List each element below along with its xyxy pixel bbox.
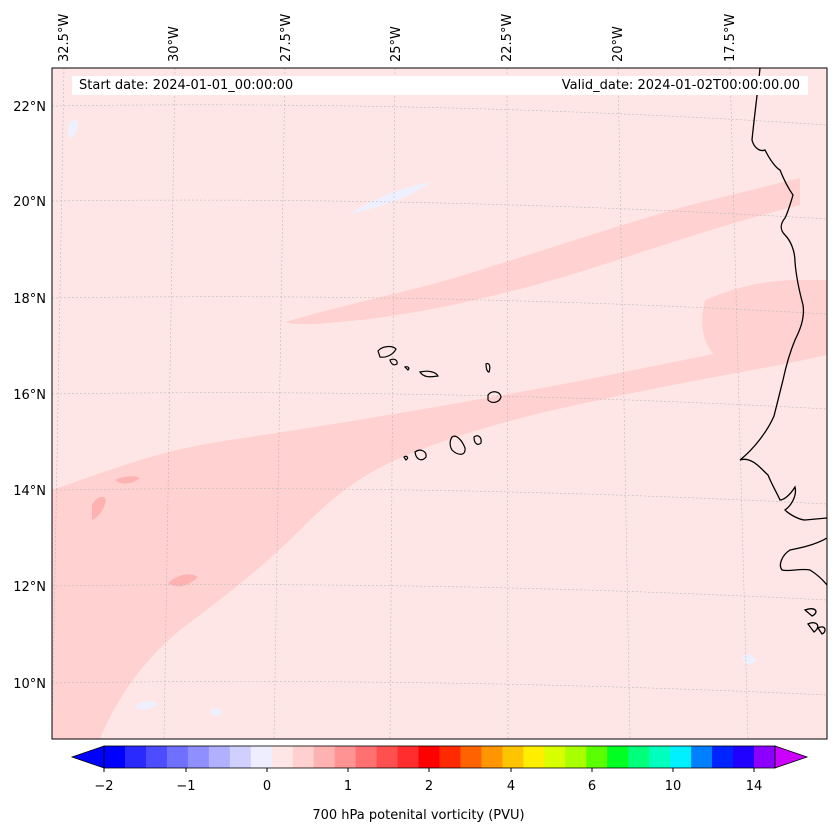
island-brava	[403, 455, 409, 461]
colorbar-segment	[628, 746, 650, 768]
island-sao-vicente	[389, 358, 398, 366]
coast-islands-bissau	[803, 608, 826, 635]
colorbar-tick-label: 2	[425, 779, 433, 794]
colorbar-segment	[292, 746, 315, 768]
island-sal	[485, 362, 491, 373]
colorbar-tick-label: −2	[94, 779, 113, 794]
colorbar-segment	[271, 746, 294, 768]
pv-negative-patch	[350, 182, 430, 214]
colorbar-extend-max	[774, 745, 809, 769]
island-maio	[473, 435, 482, 445]
colorbar-ticks	[103, 768, 755, 772]
pv-patch	[168, 574, 198, 587]
valid-date-label: Valid_date: 2024-01-02T00:00:00.00	[561, 78, 800, 93]
colorbar-segment	[397, 746, 419, 768]
colorbar-segment	[544, 746, 566, 768]
colorbar-outline	[103, 745, 776, 769]
longitude-label: 27.5°W	[279, 14, 294, 62]
colorbar-segment	[229, 746, 252, 768]
pv-patch	[92, 496, 106, 520]
graticule	[52, 68, 827, 739]
pv-patch	[115, 476, 140, 484]
island-santa-luzia	[403, 366, 410, 371]
colorbar-segment	[208, 746, 231, 768]
latitude-label: 20°N	[13, 195, 46, 210]
latitude-labels: 22°N 20°N 18°N 16°N 14°N 12°N 10°N	[13, 100, 46, 692]
colorbar-segment	[334, 746, 357, 768]
colorbar-tick-label: 4	[507, 779, 515, 794]
colorbar-segment	[523, 746, 545, 768]
colorbar-segment	[565, 746, 587, 768]
colorbar-segment	[670, 746, 692, 768]
colorbar-segment	[439, 746, 461, 768]
colorbar-segment	[733, 746, 755, 768]
latitude-label: 10°N	[13, 677, 46, 692]
colorbar-tick-label: 1	[344, 779, 352, 794]
colorbar-segment	[586, 746, 608, 768]
latitude-label: 14°N	[13, 484, 46, 499]
colorbar-extend-min	[70, 745, 105, 769]
pv-negative-patch	[135, 701, 158, 710]
longitude-label: 17.5°W	[723, 14, 738, 62]
colorbar-segment	[607, 746, 629, 768]
pv-negative-patch	[210, 707, 222, 717]
colorbar-segment	[691, 746, 713, 768]
colorbar-segment	[376, 746, 398, 768]
africa-coastline-south	[779, 537, 827, 586]
colorbar-segment	[313, 746, 336, 768]
colorbar-segment	[754, 746, 776, 768]
colorbar-segment	[481, 746, 503, 768]
colorbar-segment	[502, 746, 524, 768]
colorbar-segment	[145, 746, 168, 768]
colorbar-segment	[355, 746, 377, 768]
cape-verde-islands	[377, 345, 502, 461]
island-sao-nicolau	[419, 370, 439, 378]
island-boa-vista	[487, 391, 502, 403]
map-panel	[52, 68, 827, 739]
coastline	[739, 68, 827, 635]
colorbar-segments	[104, 746, 776, 768]
colorbar-tick-label: 6	[588, 779, 596, 794]
pv-negative-patch	[68, 119, 78, 138]
latitude-label: 22°N	[13, 100, 46, 115]
colorbar-tick-labels: −2 −1 0 1 2 4 6 10 14	[94, 779, 762, 794]
longitude-label: 32.5°W	[57, 14, 72, 62]
colorbar-segment	[418, 746, 440, 768]
map-frame	[51, 67, 828, 740]
longitude-label: 30°W	[167, 26, 182, 62]
island-fogo	[414, 449, 427, 461]
longitude-label: 25°W	[389, 26, 404, 62]
colorbar: −2 −1 0 1 2 4 6 10 14	[70, 745, 809, 794]
start-date-label: Start date: 2024-01-01_00:00:00	[79, 78, 294, 93]
island-santo-antao	[377, 345, 397, 358]
pv-band-northern	[285, 178, 800, 325]
colorbar-segment	[166, 746, 189, 768]
latitude-label: 12°N	[13, 580, 46, 595]
pv-band-southern	[52, 330, 827, 739]
longitude-label: 22.5°W	[500, 14, 515, 62]
pv-band-eastern	[702, 280, 827, 360]
latitude-label: 16°N	[13, 388, 46, 403]
colorbar-tick-label: 14	[746, 779, 763, 794]
date-info-box	[72, 76, 808, 95]
longitude-labels: 32.5°W 30°W 27.5°W 25°W 22.5°W 20°W 17.5…	[57, 14, 738, 62]
africa-coastline	[739, 68, 827, 521]
colorbar-segment	[187, 746, 210, 768]
colorbar-segment	[124, 746, 147, 768]
island-santiago	[449, 435, 466, 455]
colorbar-segment	[649, 746, 671, 768]
colorbar-title: 700 hPa potenital vorticity (PVU)	[312, 808, 525, 823]
colorbar-segment	[712, 746, 734, 768]
colorbar-tick-label: 0	[263, 779, 271, 794]
colorbar-tick-label: 10	[665, 779, 682, 794]
colorbar-segment	[460, 746, 482, 768]
colorbar-segment	[104, 746, 126, 768]
colorbar-segment	[250, 746, 273, 768]
latitude-label: 18°N	[13, 292, 46, 307]
longitude-label: 20°W	[611, 26, 626, 62]
colorbar-tick-label: −1	[176, 779, 195, 794]
